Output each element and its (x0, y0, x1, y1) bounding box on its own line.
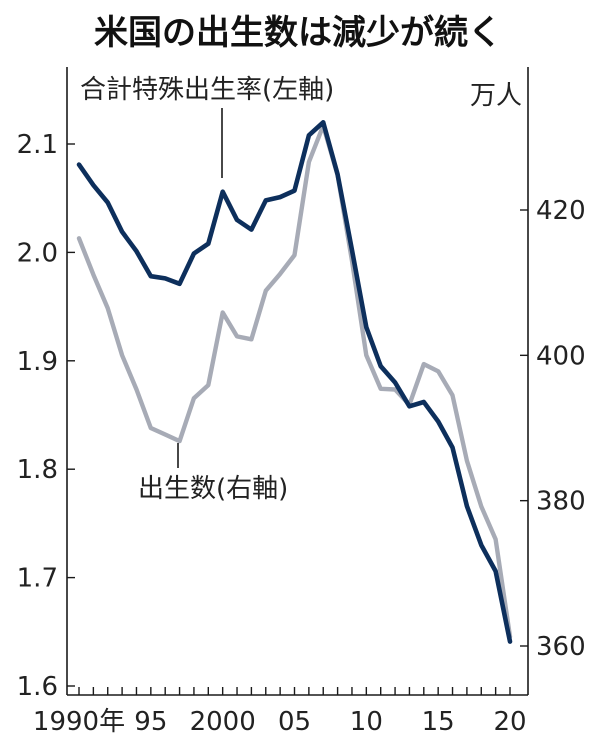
left-tick-label: 2.1 (17, 130, 58, 160)
series-layer (76, 120, 513, 644)
x-tick-label: 20 (493, 707, 526, 737)
x-tick-label: 05 (278, 707, 311, 737)
series-line-births (76, 123, 513, 639)
right-axis-unit: 万人 (470, 81, 522, 111)
right-tick-label: 420 (536, 196, 586, 226)
x-tick-label: 1990年 (33, 707, 125, 737)
x-tick-label: 15 (422, 707, 455, 737)
left-tick-label: 1.7 (17, 564, 58, 594)
left-axis-ticks: 1.6 1.7 1.8 1.9 2.0 2.1 (17, 130, 75, 702)
left-tick-label: 1.9 (17, 347, 58, 377)
series-line-fertility-rate (76, 120, 513, 644)
x-tick-label: 2000 (190, 707, 256, 737)
annotation-tfr-label: 合計特殊出生率(左軸) (80, 75, 334, 105)
x-tick-label: 10 (350, 707, 383, 737)
x-ticks: 1990年 95 2000 05 10 15 20 (33, 687, 527, 737)
left-tick-label: 1.8 (17, 455, 58, 485)
right-tick-label: 400 (536, 341, 586, 371)
left-tick-label: 2.0 (17, 238, 58, 268)
x-tick-label: 95 (134, 707, 167, 737)
left-tick-label: 1.6 (17, 672, 58, 702)
right-tick-label: 360 (536, 632, 586, 662)
chart-title: 米国の出生数は減少が続く (94, 13, 502, 53)
right-axis-ticks: 360 380 400 420 (520, 196, 586, 662)
right-tick-label: 380 (536, 487, 586, 517)
annotation-births-label: 出生数(右軸) (138, 474, 288, 504)
